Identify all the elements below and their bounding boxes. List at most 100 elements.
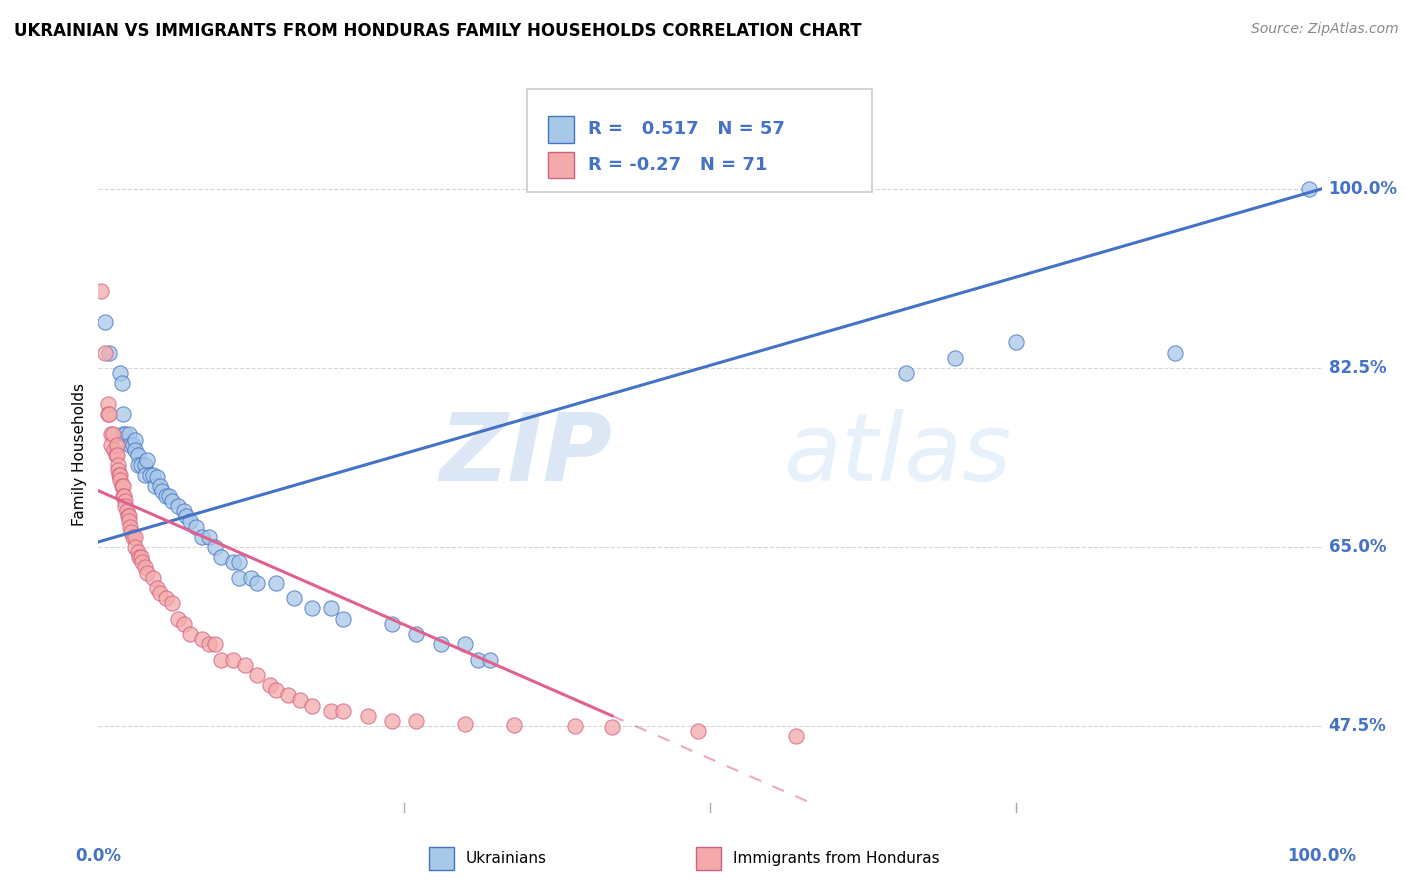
Point bbox=[134, 560, 156, 574]
Text: UKRAINIAN VS IMMIGRANTS FROM HONDURAS FAMILY HOUSEHOLDS CORRELATION CHART: UKRAINIAN VS IMMIGRANTS FROM HONDURAS FA… bbox=[14, 22, 862, 40]
Point bbox=[204, 637, 226, 651]
Point bbox=[134, 458, 156, 472]
Point bbox=[107, 463, 129, 477]
Point bbox=[146, 581, 169, 595]
Point bbox=[381, 616, 404, 631]
Point bbox=[124, 433, 146, 447]
Text: 0.0%: 0.0% bbox=[76, 847, 121, 865]
Point bbox=[114, 427, 136, 442]
Point bbox=[121, 438, 143, 452]
Point bbox=[332, 704, 354, 718]
Point bbox=[600, 720, 623, 734]
Point bbox=[381, 714, 404, 728]
Point bbox=[107, 458, 129, 472]
Point bbox=[97, 407, 120, 421]
Point bbox=[104, 448, 127, 462]
Point bbox=[98, 407, 121, 421]
Point bbox=[101, 427, 124, 442]
Point bbox=[222, 555, 245, 569]
Point bbox=[103, 442, 125, 457]
Point bbox=[204, 540, 226, 554]
Point bbox=[186, 519, 208, 533]
Text: Immigrants from Honduras: Immigrants from Honduras bbox=[733, 852, 939, 866]
Point bbox=[112, 489, 135, 503]
Point bbox=[228, 555, 250, 569]
Point bbox=[150, 483, 173, 498]
Point bbox=[146, 470, 169, 484]
Point bbox=[454, 637, 477, 651]
Point bbox=[149, 586, 172, 600]
Point bbox=[290, 693, 312, 707]
Point bbox=[127, 448, 149, 462]
Point bbox=[121, 530, 143, 544]
Text: ZIP: ZIP bbox=[439, 409, 612, 501]
Point bbox=[173, 616, 195, 631]
Point bbox=[943, 351, 966, 365]
Point bbox=[129, 550, 152, 565]
Point bbox=[157, 489, 180, 503]
Point bbox=[564, 719, 586, 733]
Point bbox=[105, 448, 128, 462]
Point bbox=[332, 612, 354, 626]
Point bbox=[179, 627, 201, 641]
Point bbox=[197, 637, 219, 651]
Point bbox=[503, 718, 526, 732]
Point bbox=[120, 524, 142, 539]
Point bbox=[108, 468, 131, 483]
Point bbox=[259, 678, 281, 692]
Point bbox=[405, 627, 427, 641]
Point bbox=[114, 499, 136, 513]
Point bbox=[111, 407, 134, 421]
Point bbox=[111, 427, 134, 442]
Point bbox=[118, 515, 141, 529]
Point bbox=[111, 376, 134, 391]
Point bbox=[356, 708, 378, 723]
Point bbox=[124, 442, 146, 457]
Point bbox=[118, 509, 141, 524]
Point bbox=[454, 717, 477, 731]
Y-axis label: Family Households: Family Households bbox=[72, 384, 87, 526]
Point bbox=[114, 494, 136, 508]
Point bbox=[167, 499, 190, 513]
Point bbox=[98, 345, 121, 359]
Point bbox=[105, 438, 128, 452]
Point bbox=[142, 571, 165, 585]
Point bbox=[301, 698, 323, 713]
Point bbox=[100, 438, 122, 452]
Point bbox=[127, 458, 149, 472]
Point bbox=[129, 458, 152, 472]
Text: Ukrainians: Ukrainians bbox=[465, 852, 547, 866]
Text: 82.5%: 82.5% bbox=[1329, 359, 1386, 377]
Point bbox=[430, 637, 453, 651]
Point bbox=[128, 550, 150, 565]
Point bbox=[139, 468, 162, 483]
Point bbox=[155, 591, 177, 606]
Point bbox=[319, 601, 342, 615]
Point bbox=[124, 530, 146, 544]
Point bbox=[120, 519, 142, 533]
Point bbox=[264, 683, 287, 698]
Point bbox=[93, 345, 115, 359]
Point bbox=[149, 478, 172, 492]
Point bbox=[222, 652, 245, 666]
Point bbox=[124, 540, 146, 554]
Point bbox=[110, 468, 132, 483]
Point bbox=[277, 689, 299, 703]
Point bbox=[115, 504, 138, 518]
Point bbox=[785, 729, 807, 743]
Point bbox=[319, 704, 342, 718]
Point bbox=[228, 571, 250, 585]
Point bbox=[209, 652, 232, 666]
Point bbox=[283, 591, 305, 606]
Point bbox=[120, 438, 142, 452]
Text: R = -0.27   N = 71: R = -0.27 N = 71 bbox=[588, 156, 768, 174]
Point bbox=[240, 571, 263, 585]
Point bbox=[111, 478, 134, 492]
Point bbox=[209, 550, 232, 565]
Point bbox=[136, 453, 159, 467]
Point bbox=[405, 714, 427, 728]
Point bbox=[143, 478, 166, 492]
Text: R =   0.517   N = 57: R = 0.517 N = 57 bbox=[588, 120, 785, 138]
Point bbox=[1298, 182, 1320, 196]
Point bbox=[118, 427, 141, 442]
